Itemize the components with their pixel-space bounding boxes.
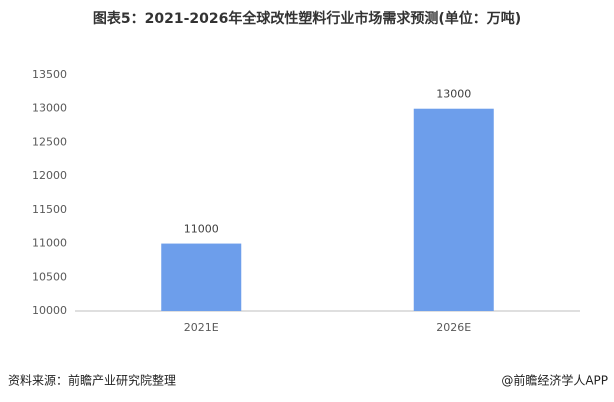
y-tick-label: 10000 — [32, 304, 67, 317]
x-tick-label: 2021E — [184, 321, 219, 334]
bar — [161, 243, 242, 311]
y-tick-label: 11000 — [32, 237, 67, 250]
y-tick-label: 13000 — [32, 102, 67, 115]
credit-note: @前瞻经济学人APP — [501, 373, 608, 388]
data-label: 13000 — [436, 88, 471, 101]
y-tick-label: 10500 — [32, 270, 67, 283]
chart-title: 图表5：2021-2026年全球改性塑料行业市场需求预测(单位：万吨) — [93, 10, 521, 27]
data-label: 11000 — [184, 223, 219, 236]
bar — [413, 108, 494, 311]
y-tick-label: 12000 — [32, 169, 67, 182]
y-tick-label: 11500 — [32, 203, 67, 216]
y-tick-label: 13500 — [32, 68, 67, 81]
y-tick-label: 12500 — [32, 135, 67, 148]
source-note: 资料来源：前瞻产业研究院整理 — [8, 373, 176, 388]
x-tick-label: 2026E — [436, 321, 471, 334]
